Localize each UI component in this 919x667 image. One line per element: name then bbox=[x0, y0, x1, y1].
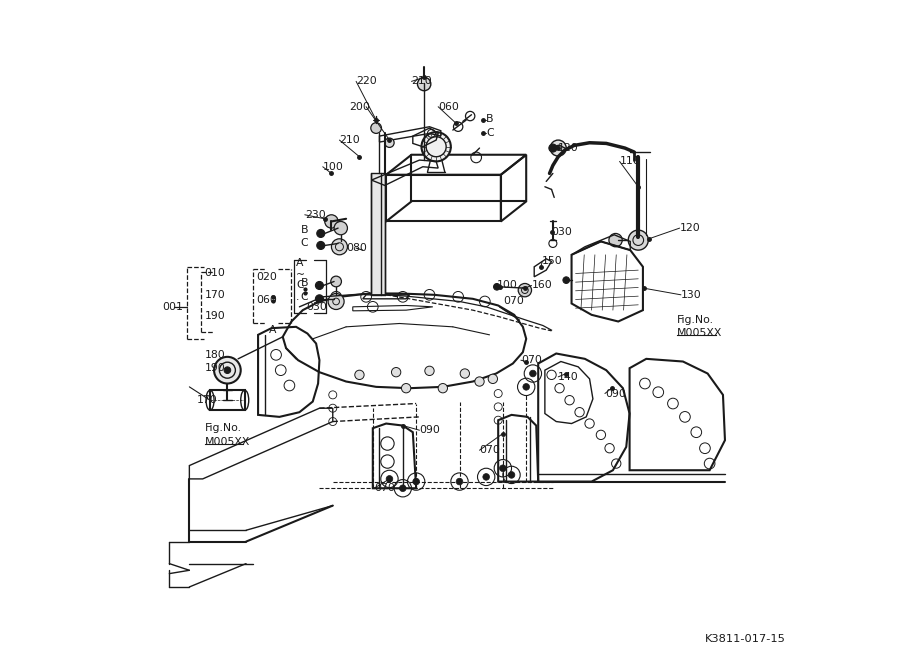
Circle shape bbox=[460, 369, 470, 378]
Text: 130: 130 bbox=[681, 290, 702, 299]
Text: 180: 180 bbox=[205, 350, 225, 360]
Circle shape bbox=[456, 478, 463, 485]
Text: C: C bbox=[301, 239, 309, 248]
Circle shape bbox=[324, 215, 338, 228]
Text: 070: 070 bbox=[521, 356, 541, 365]
Circle shape bbox=[609, 233, 622, 247]
Circle shape bbox=[417, 77, 431, 91]
Text: 020: 020 bbox=[256, 273, 277, 282]
Text: B: B bbox=[301, 279, 308, 288]
Circle shape bbox=[413, 478, 419, 485]
Circle shape bbox=[550, 140, 566, 156]
Text: 210: 210 bbox=[339, 135, 360, 145]
Text: 140: 140 bbox=[558, 372, 579, 382]
Polygon shape bbox=[371, 173, 385, 295]
Text: 190: 190 bbox=[205, 364, 225, 373]
Text: A: A bbox=[269, 325, 277, 335]
Circle shape bbox=[494, 283, 500, 290]
Circle shape bbox=[385, 138, 394, 147]
Text: 090: 090 bbox=[419, 426, 440, 435]
Circle shape bbox=[317, 241, 324, 249]
Circle shape bbox=[315, 281, 323, 289]
Text: 100: 100 bbox=[323, 162, 344, 171]
Text: 120: 120 bbox=[680, 223, 700, 233]
Circle shape bbox=[328, 293, 344, 309]
Circle shape bbox=[438, 384, 448, 393]
Text: B: B bbox=[301, 225, 308, 235]
Text: 210: 210 bbox=[412, 77, 432, 86]
Text: 110: 110 bbox=[619, 157, 641, 166]
Text: 070: 070 bbox=[503, 297, 524, 306]
Circle shape bbox=[529, 370, 536, 377]
Circle shape bbox=[422, 132, 451, 161]
Text: 060: 060 bbox=[256, 295, 277, 305]
Circle shape bbox=[315, 295, 323, 303]
Circle shape bbox=[335, 221, 347, 235]
Text: 070: 070 bbox=[480, 446, 500, 455]
Text: 170: 170 bbox=[197, 396, 218, 405]
Text: 001: 001 bbox=[162, 302, 183, 311]
Circle shape bbox=[370, 123, 381, 133]
Circle shape bbox=[488, 374, 497, 384]
Circle shape bbox=[475, 377, 484, 386]
Text: 100: 100 bbox=[497, 281, 517, 290]
Text: ~: ~ bbox=[296, 270, 305, 279]
Text: 200: 200 bbox=[349, 102, 370, 111]
Text: 190: 190 bbox=[205, 311, 225, 321]
Text: 160: 160 bbox=[531, 281, 552, 290]
Circle shape bbox=[331, 276, 342, 287]
Circle shape bbox=[224, 367, 231, 374]
Circle shape bbox=[518, 283, 531, 297]
Text: 220: 220 bbox=[357, 77, 377, 86]
Circle shape bbox=[629, 230, 648, 250]
Text: A: A bbox=[296, 259, 303, 268]
Text: 060: 060 bbox=[438, 102, 459, 111]
Text: 080: 080 bbox=[346, 243, 367, 253]
Text: C: C bbox=[486, 129, 494, 138]
Text: Fig.No.: Fig.No. bbox=[205, 424, 242, 433]
Circle shape bbox=[508, 472, 515, 478]
Text: 030: 030 bbox=[551, 227, 573, 237]
Text: B: B bbox=[486, 114, 494, 123]
Text: C: C bbox=[301, 292, 309, 301]
Circle shape bbox=[332, 239, 347, 255]
Text: C: C bbox=[296, 281, 303, 290]
Bar bbox=[210, 390, 244, 410]
Circle shape bbox=[391, 368, 401, 377]
Circle shape bbox=[386, 476, 392, 482]
Circle shape bbox=[482, 474, 490, 480]
Text: K3811-017-15: K3811-017-15 bbox=[705, 634, 786, 644]
Text: 030: 030 bbox=[306, 302, 327, 311]
Text: 120: 120 bbox=[558, 143, 579, 153]
Circle shape bbox=[317, 229, 324, 237]
Text: 090: 090 bbox=[605, 389, 626, 398]
Circle shape bbox=[400, 485, 406, 492]
Text: 010: 010 bbox=[205, 269, 225, 278]
Text: Fig.No.: Fig.No. bbox=[677, 315, 714, 325]
Text: .: . bbox=[296, 292, 300, 301]
Circle shape bbox=[562, 277, 570, 283]
Circle shape bbox=[402, 384, 411, 393]
Text: 230: 230 bbox=[305, 210, 325, 219]
Text: 150: 150 bbox=[542, 257, 563, 266]
Circle shape bbox=[500, 465, 506, 472]
Circle shape bbox=[355, 370, 364, 380]
Circle shape bbox=[549, 144, 557, 152]
Text: 070: 070 bbox=[374, 484, 395, 493]
Circle shape bbox=[214, 357, 241, 384]
Circle shape bbox=[425, 366, 434, 376]
Text: M005XX: M005XX bbox=[205, 437, 250, 446]
Text: 170: 170 bbox=[205, 290, 225, 299]
Circle shape bbox=[523, 384, 529, 390]
Text: M005XX: M005XX bbox=[677, 329, 722, 338]
